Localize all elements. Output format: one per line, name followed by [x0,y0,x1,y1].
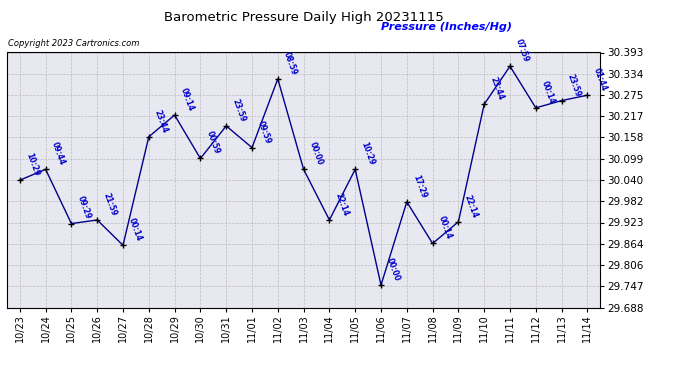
Text: 09:29: 09:29 [76,195,92,221]
Text: 01:44: 01:44 [591,67,609,92]
Text: 00:14: 00:14 [540,80,557,105]
Text: 23:44: 23:44 [153,108,170,134]
Text: 00:59: 00:59 [204,130,221,156]
Text: 00:14: 00:14 [437,215,453,241]
Text: 00:14: 00:14 [127,217,144,243]
Text: 23:44: 23:44 [489,76,505,102]
Text: Pressure (Inches/Hg): Pressure (Inches/Hg) [381,22,512,32]
Text: 08:59: 08:59 [282,50,299,76]
Text: 22:14: 22:14 [462,193,480,219]
Text: Copyright 2023 Cartronics.com: Copyright 2023 Cartronics.com [8,39,139,48]
Text: 09:59: 09:59 [256,119,273,145]
Text: 09:44: 09:44 [50,141,66,166]
Text: 10:29: 10:29 [24,152,41,177]
Text: 10:29: 10:29 [359,141,376,166]
Text: 17:29: 17:29 [411,173,428,199]
Text: 00:00: 00:00 [308,141,324,166]
Text: 07:59: 07:59 [514,38,531,63]
Text: 22:14: 22:14 [333,192,351,217]
Text: 09:14: 09:14 [179,87,195,112]
Text: 00:00: 00:00 [385,256,402,282]
Text: 23:59: 23:59 [230,98,247,123]
Text: Barometric Pressure Daily High 20231115: Barometric Pressure Daily High 20231115 [164,11,444,24]
Text: 21:59: 21:59 [101,192,118,217]
Text: 23:59: 23:59 [566,72,582,98]
